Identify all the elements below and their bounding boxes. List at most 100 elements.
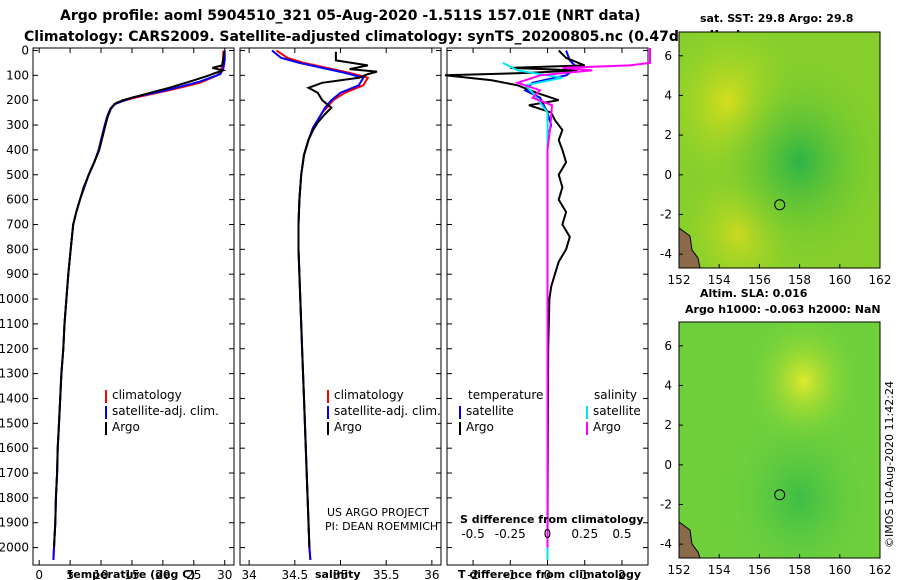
legend-t-argo: Argo (466, 420, 494, 434)
depth-tick-label: 1500 (0, 416, 29, 430)
series-line-s-satellite (502, 62, 563, 560)
depth-tick-label: 700 (6, 217, 29, 231)
map-x-tick-label: 156 (748, 563, 771, 577)
x-tick-label: 2 (618, 568, 626, 580)
sla-map-subtitle: Argo h1000: -0.063 h2000: NaN (685, 303, 881, 316)
map-x-tick-label: 160 (828, 563, 851, 577)
depth-tick-label: 1100 (0, 317, 29, 331)
depth-tick-label: 500 (6, 168, 29, 182)
map-y-tick-label: -4 (660, 537, 672, 551)
legend-s-satellite: satellite (593, 404, 641, 418)
sst-map-title: sat. SST: 29.8 Argo: 29.8 (700, 12, 853, 25)
map-x-tick-label: 156 (748, 273, 771, 287)
map-y-tick-label: -2 (660, 497, 672, 511)
x-tick-label: 15 (124, 568, 139, 580)
s-tick-label: 0.25 (571, 527, 598, 541)
legend-argo: Argo (112, 420, 140, 434)
depth-tick-label: 300 (6, 118, 29, 132)
sst-map (678, 31, 881, 269)
sla-map-axes: 152 154 156 158 160 162 -4 -2 0 2 4 6 (660, 339, 891, 577)
title-line-1: Argo profile: aoml 5904510_321 05-Aug-20… (60, 8, 641, 24)
depth-tick-label: 1300 (0, 367, 29, 381)
series-line-s-argo (514, 48, 651, 548)
map-x-tick-label: 158 (788, 273, 811, 287)
x-tick-label: 35 (333, 568, 348, 580)
map-y-tick-label: 4 (664, 88, 672, 102)
argo-location-marker (774, 199, 786, 211)
depth-tick-label: 400 (6, 143, 29, 157)
depth-tick-label: 1400 (0, 391, 29, 405)
map-x-tick-label: 158 (788, 563, 811, 577)
x-tick-label: 1 (581, 568, 589, 580)
depth-tick-label: 1200 (0, 342, 29, 356)
s-tick-label: 0.5 (612, 527, 631, 541)
map-y-tick-label: -2 (660, 207, 672, 221)
depth-tick-label: 100 (6, 68, 29, 82)
argo-location-marker (774, 489, 786, 501)
depth-tick-label: 1000 (0, 292, 29, 306)
map-x-tick-label: 162 (869, 563, 892, 577)
sla-map-title: Altim. SLA: 0.016 (700, 287, 808, 300)
s-tick-label: -0.25 (495, 527, 526, 541)
x-tick-label: 35.5 (373, 568, 400, 580)
legend-t-satellite: satellite (466, 404, 514, 418)
map-x-tick-label: 154 (708, 273, 731, 287)
map-x-tick-label: 162 (869, 273, 892, 287)
legend-header-salinity: salinity (594, 388, 637, 402)
temperature-legend: climatology satellite-adj. clim. Argo (105, 388, 219, 435)
salinity-xlabel: salinity (315, 568, 361, 580)
x-tick-label: 10 (93, 568, 108, 580)
credit-pi: PI: DEAN ROEMMICH (325, 520, 438, 533)
series-line-climatology (52, 50, 225, 561)
legend-argo: Argo (334, 420, 362, 434)
depth-tick-label: 1700 (0, 466, 29, 480)
map-y-tick-label: -4 (660, 247, 672, 261)
depth-tick-label: 1800 (0, 491, 29, 505)
legend-satellite: satellite-adj. clim. (334, 404, 441, 418)
map-x-tick-label: 152 (668, 273, 691, 287)
depth-tick-label: 600 (6, 193, 29, 207)
temperature-xlabel: temperature (deg C) (68, 568, 195, 580)
timestamp: ©IMOS 10-Aug-2020 11:42:24 (883, 381, 896, 548)
x-tick-label: 36 (424, 568, 439, 580)
x-tick-label: 30 (217, 568, 232, 580)
t-difference-xlabel: T difference from climatology (458, 568, 641, 580)
map-y-tick-label: 4 (664, 378, 672, 392)
depth-tick-label: 200 (6, 93, 29, 107)
axes-ticks: 0100200300400500600700800900100011001200… (0, 43, 648, 580)
legend-climatology: climatology (112, 388, 182, 402)
s-tick-label: -0.5 (461, 527, 484, 541)
x-tick-label: -2 (467, 568, 479, 580)
salinity-lines (271, 49, 378, 561)
x-tick-label: -1 (504, 568, 516, 580)
x-tick-label: 0 (35, 568, 43, 580)
map-x-tick-label: 160 (828, 273, 851, 287)
depth-tick-label: 2000 (0, 541, 29, 555)
temperature-panel (32, 47, 235, 566)
sla-map (678, 321, 881, 559)
s-difference-xlabel: S difference from climatology (460, 513, 644, 526)
map-y-tick-label: 2 (664, 128, 672, 142)
temperature-lines (52, 50, 227, 561)
map-y-tick-label: 2 (664, 418, 672, 432)
series-line-satellite-adj-clim- (271, 49, 365, 561)
series-line-argo (53, 51, 227, 548)
series-line-t-argo (444, 49, 586, 548)
x-tick-label: 25 (186, 568, 201, 580)
depth-tick-label: 800 (6, 242, 29, 256)
sst-map-axes: 152 154 156 158 160 162 -4 -2 0 2 4 6 (660, 49, 891, 287)
x-tick-label: 34 (241, 568, 256, 580)
depth-tick-label: 1600 (0, 441, 29, 455)
legend-climatology: climatology (334, 388, 404, 402)
legend-s-argo: Argo (593, 420, 621, 434)
map-x-tick-label: 154 (708, 563, 731, 577)
depth-tick-label: 900 (6, 267, 29, 281)
x-tick-label: 34.5 (281, 568, 308, 580)
depth-tick-label: 0 (21, 43, 29, 57)
legend-header-temperature: temperature (468, 388, 543, 402)
salinity-panel (239, 47, 442, 566)
series-line-argo (297, 51, 378, 548)
map-y-tick-label: 0 (664, 168, 672, 182)
depth-tick-label: 1900 (0, 516, 29, 530)
